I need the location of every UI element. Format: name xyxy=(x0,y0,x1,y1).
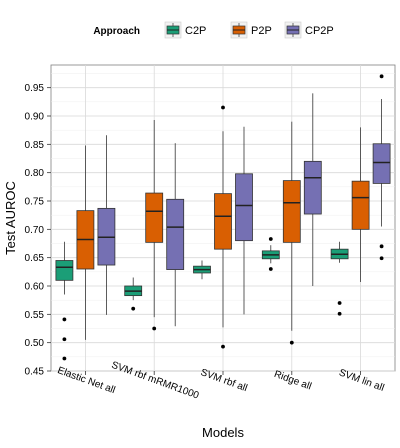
x-axis-title: Models xyxy=(202,425,244,440)
legend-label: CP2P xyxy=(305,25,334,37)
box-c2p xyxy=(330,241,349,316)
box-cp2p xyxy=(235,126,253,315)
iqr-box xyxy=(235,173,253,242)
box-cp2p xyxy=(97,135,116,315)
legend-title: Approach xyxy=(93,26,140,37)
series-cp2p xyxy=(97,74,391,327)
box-c2p xyxy=(261,237,280,271)
y-tick-label: 0.60 xyxy=(25,282,45,293)
series-c2p xyxy=(55,237,349,361)
outlier-point xyxy=(62,337,67,342)
iqr-box xyxy=(145,192,164,243)
box-p2p xyxy=(76,145,95,340)
outlier-point xyxy=(62,356,67,361)
box-c2p xyxy=(124,277,143,311)
plot-area xyxy=(50,64,396,372)
outlier-point xyxy=(379,244,384,249)
y-axis: 0.45 0.50 0.55 0.60 0.65 0.70 0.75 0.80 0.85 0.90… xyxy=(25,83,51,378)
outlier-point xyxy=(268,237,273,241)
iqr-box xyxy=(351,180,370,230)
outlier-point xyxy=(152,326,157,331)
iqr-box xyxy=(166,198,185,270)
x-tick-label: Ridge all xyxy=(272,369,312,393)
box-p2p xyxy=(282,121,301,345)
y-tick-label: 0.65 xyxy=(25,253,45,264)
box-cp2p xyxy=(166,143,185,327)
iqr-box xyxy=(303,160,322,215)
legend-item-p2p: P2P xyxy=(230,21,272,39)
outlier-point xyxy=(131,306,136,311)
box-cp2p xyxy=(372,74,391,261)
box-p2p xyxy=(214,105,232,349)
y-tick-label: 0.45 xyxy=(25,367,45,378)
box-series xyxy=(55,74,391,361)
y-tick-label: 0.50 xyxy=(25,338,45,349)
iqr-box xyxy=(282,180,301,243)
box-p2p xyxy=(351,127,370,283)
outlier-point xyxy=(337,311,342,316)
y-tick-label: 0.90 xyxy=(25,112,45,123)
y-tick-label: 0.85 xyxy=(25,140,45,151)
legend-label: C2P xyxy=(185,25,206,37)
legend: Approach C2P P2P CP2P xyxy=(93,21,334,39)
iqr-box xyxy=(372,143,391,184)
outlier-point xyxy=(379,256,384,261)
y-tick-label: 0.70 xyxy=(25,225,45,236)
y-tick-label: 0.75 xyxy=(25,197,45,208)
outlier-point xyxy=(62,317,67,322)
iqr-box xyxy=(55,260,74,281)
y-tick-label: 0.95 xyxy=(25,83,45,94)
outlier-point xyxy=(221,105,225,110)
box-c2p xyxy=(55,241,74,361)
box-cp2p xyxy=(303,93,322,286)
y-axis-title: Test AUROC xyxy=(3,181,18,255)
y-tick-label: 0.80 xyxy=(25,168,45,179)
outlier-point xyxy=(337,301,342,305)
legend-item-c2p: C2P xyxy=(164,21,206,39)
iqr-box xyxy=(214,193,232,250)
outlier-point xyxy=(221,344,225,349)
outlier-point xyxy=(268,267,273,271)
series-p2p xyxy=(76,105,370,349)
outlier-point xyxy=(289,340,294,345)
y-tick-label: 0.55 xyxy=(25,310,45,321)
box-c2p xyxy=(193,260,211,280)
legend-label: P2P xyxy=(251,25,272,37)
box-p2p xyxy=(145,119,164,331)
legend-item-cp2p: CP2P xyxy=(284,21,334,39)
outlier-point xyxy=(379,74,384,79)
